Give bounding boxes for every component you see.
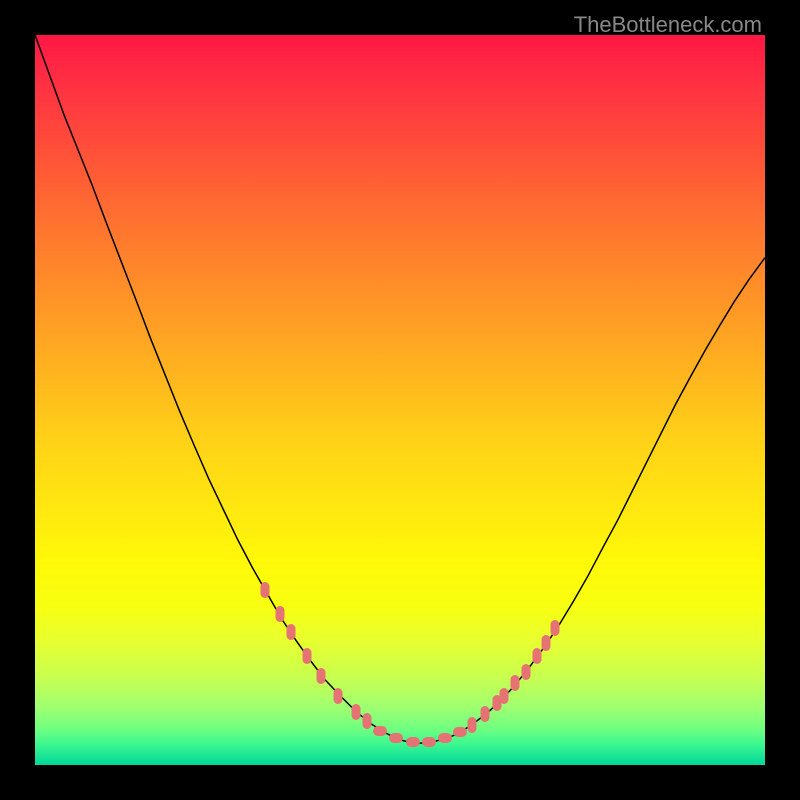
scatter-marker: [422, 737, 436, 747]
scatter-marker: [406, 737, 420, 747]
scatter-marker: [499, 688, 508, 704]
scatter-marker: [521, 664, 530, 680]
scatter-marker: [438, 733, 452, 743]
scatter-marker: [286, 624, 295, 640]
scatter-marker: [481, 706, 490, 722]
scatter-marker: [333, 688, 342, 704]
scatter-marker: [533, 648, 542, 664]
scatter-marker: [260, 582, 269, 598]
scatter-marker: [363, 713, 372, 729]
scatter-marker: [373, 726, 387, 736]
scatter-marker: [453, 727, 467, 737]
scatter-marker: [389, 733, 403, 743]
scatter-marker: [352, 704, 361, 720]
scatter-marker: [542, 635, 551, 651]
watermark-text: TheBottleneck.com: [574, 12, 762, 38]
scatter-marker: [275, 606, 284, 622]
scatter-marker: [467, 717, 476, 733]
scatter-marker: [551, 620, 560, 636]
plot-area: [35, 35, 765, 765]
scatter-marker: [511, 675, 520, 691]
scatter-marker: [302, 648, 311, 664]
scatter-marker: [317, 668, 326, 684]
chart-container: TheBottleneck.com: [0, 0, 800, 800]
marker-layer: [35, 35, 765, 765]
